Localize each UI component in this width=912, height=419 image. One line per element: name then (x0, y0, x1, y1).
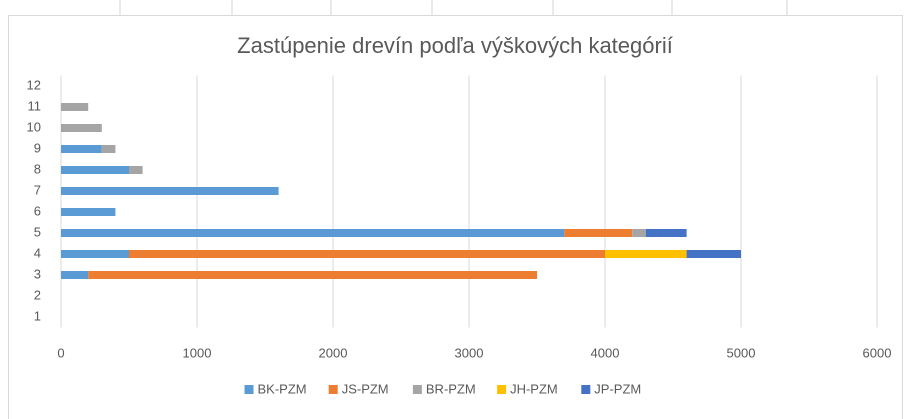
bar-segment (61, 103, 89, 111)
bar-segment (61, 208, 116, 216)
chart-title: Zastúpenie drevín podľa výškových kategó… (237, 33, 673, 58)
x-tick-label: 5000 (727, 345, 756, 360)
bar-segment (61, 187, 279, 195)
y-tick-label: 12 (27, 77, 41, 92)
y-tick-label: 5 (34, 224, 41, 239)
legend-swatch (244, 385, 254, 394)
x-tick-label: 6000 (863, 345, 892, 360)
bar-segment (61, 145, 102, 153)
bar-segment (101, 145, 116, 153)
x-tick-label: 1000 (183, 345, 212, 360)
legend-swatch (412, 385, 422, 394)
y-tick-label: 9 (34, 140, 41, 155)
y-tick-label: 6 (34, 203, 41, 218)
y-tick-label: 4 (34, 245, 41, 260)
bar-segment (645, 229, 687, 237)
bar-segment (564, 229, 633, 237)
bar-segment (61, 166, 129, 174)
x-tick-label: 3000 (455, 345, 484, 360)
legend-label: BK-PZM (258, 381, 307, 396)
bar-segment (61, 229, 565, 237)
bar-segment (129, 166, 143, 174)
y-tick-label: 1 (34, 308, 41, 323)
sheet-cells (119, 0, 788, 15)
y-tick-label: 7 (34, 182, 41, 197)
legend-label: JS-PZM (342, 381, 389, 396)
legend-label: BR-PZM (426, 381, 476, 396)
y-tick-label: 8 (34, 161, 41, 176)
legend-swatch (497, 385, 507, 394)
bar-segment (632, 229, 646, 237)
x-tick-label: 2000 (319, 345, 348, 360)
chart-frame (8, 15, 903, 419)
bar-segment (605, 250, 687, 258)
x-tick-label: 4000 (591, 345, 620, 360)
legend-swatch (328, 385, 338, 394)
legend-label: JP-PZM (594, 381, 641, 396)
bar-segment (686, 250, 741, 258)
bar-segment (88, 271, 537, 279)
legend-swatch (581, 385, 591, 394)
bar-segment (61, 124, 102, 132)
x-tick-label: 0 (57, 345, 64, 360)
bar-segment (61, 271, 89, 279)
y-tick-label: 3 (34, 266, 41, 281)
bar-segment (61, 250, 129, 258)
legend-label: JH-PZM (510, 381, 558, 396)
bar-segment (129, 250, 605, 258)
y-tick-label: 10 (27, 119, 41, 134)
y-tick-label: 2 (34, 287, 41, 302)
y-tick-label: 11 (28, 98, 42, 113)
